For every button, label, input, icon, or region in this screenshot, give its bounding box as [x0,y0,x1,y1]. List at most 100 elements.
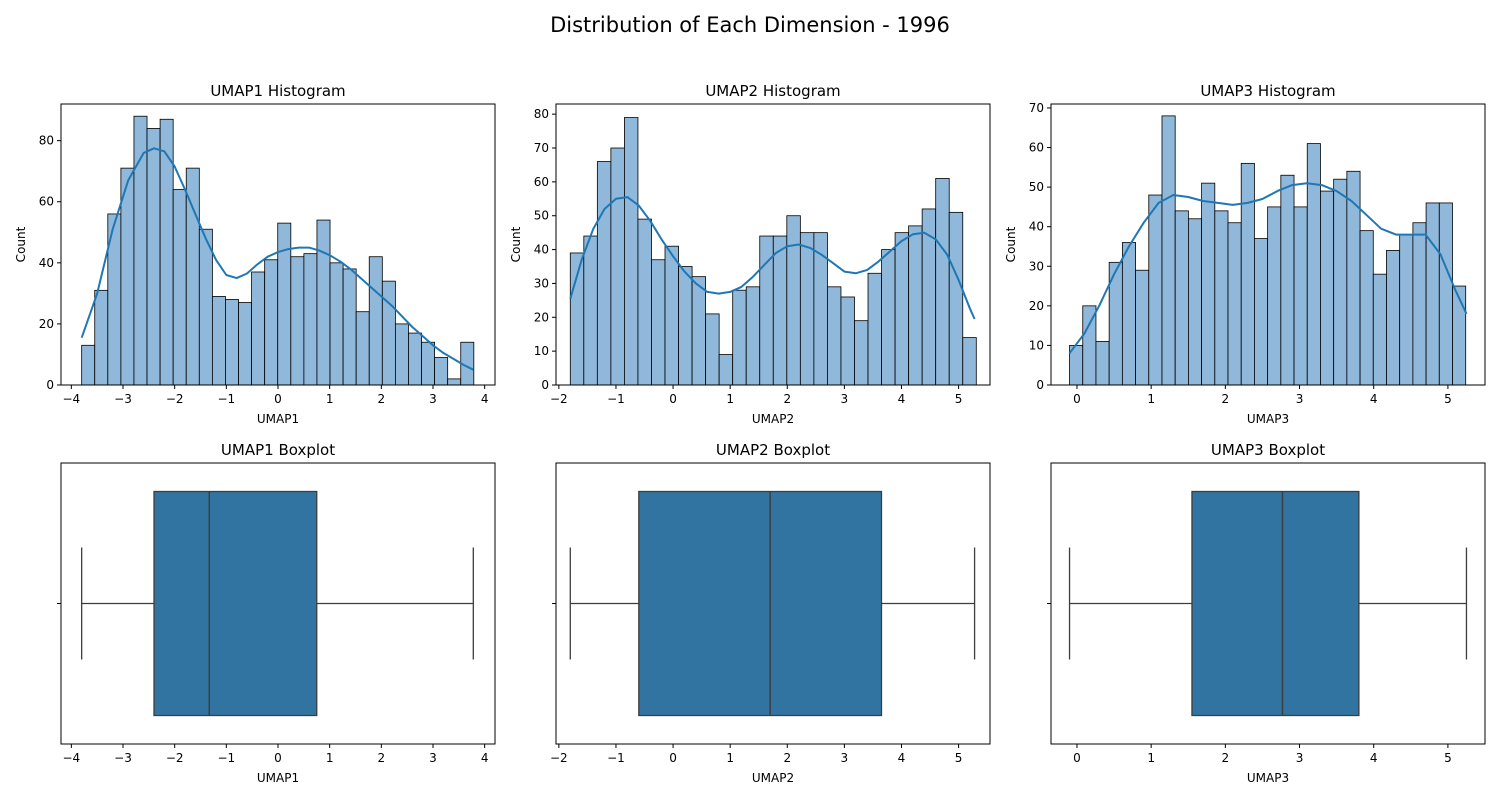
panel-3: UMAP3 Histogram 0 10 20 30 40 50 60 70 Count 0 1 2 3 4… [1004,82,1486,426]
panel-5: UMAP2 Boxplot −2 −1 0 1 2 3 4 5 UMAP2 [550,441,991,785]
x-tick-label: −2 [166,392,184,406]
figure-suptitle: Distribution of Each Dimension - 1996 [550,13,950,37]
histogram-bar [1135,269,1150,386]
histogram-bar [1280,174,1295,386]
histogram-bar [1214,210,1229,386]
x-axis-label: UMAP3 [1247,771,1289,785]
y-tick-label: 50 [534,209,549,223]
histogram-bar [159,118,174,386]
histogram-bar [691,276,707,386]
panel-1: UMAP1 Histogram 0 20 40 60 80 Count −4 −3 −2 −1 0 1 2… [14,82,496,426]
x-tick-label: 3 [1296,392,1304,406]
histogram-bar [827,286,842,386]
histogram-bar [894,232,910,386]
x-tick-label: 1 [726,392,734,406]
histogram-bar [434,357,449,386]
histogram-bar [1425,202,1440,386]
histogram-bar [935,178,950,386]
y-tick-label: 10 [1029,338,1044,352]
histogram-bar [1201,182,1216,386]
axes-frame [555,462,991,745]
x-tick-label: 3 [841,751,849,765]
histogram-bar [813,232,828,386]
histogram-bar [1359,230,1374,386]
y-tick-label: 60 [1029,141,1044,155]
x-tick-label: 0 [669,751,677,765]
x-tick-label: 4 [1370,751,1378,765]
histogram-bar [146,128,161,386]
x-tick-label: 1 [326,751,334,765]
histogram-bar [718,354,734,386]
histogram-bar [854,320,869,386]
y-axis-label: Count [14,226,28,262]
x-tick-label: −2 [550,392,568,406]
x-tick-label: 5 [955,392,963,406]
histogram-bar [133,115,148,386]
y-tick-label: 80 [534,107,549,121]
axes-frame [1050,462,1486,745]
y-tick-label: 10 [534,344,549,358]
histogram-bar [1227,222,1242,386]
histogram-bar [303,253,318,386]
x-tick-label: 1 [726,751,734,765]
panel-title: UMAP2 Boxplot [716,441,830,459]
histogram-bar [277,222,292,386]
histogram-bar [745,286,761,386]
x-axis-label: UMAP1 [257,412,299,426]
x-tick-label: 0 [669,392,677,406]
x-tick-label: 3 [429,392,437,406]
y-tick-label: 60 [534,175,549,189]
y-tick-label: 20 [534,310,549,324]
axes-frame [555,103,991,386]
x-tick-label: −3 [114,751,132,765]
histogram-bar [120,167,135,386]
histogram-bar [678,266,693,386]
x-tick-label: −1 [217,751,235,765]
histogram-bar [185,167,200,386]
y-tick-label: 40 [534,243,549,257]
histogram-bar [1121,242,1136,386]
histogram-bar [1267,206,1282,386]
histogram-bar [198,228,213,386]
y-tick-label: 70 [534,141,549,155]
histogram-bar [867,272,882,386]
box-iqr [153,490,318,717]
kde-line [80,147,474,371]
x-tick-label: −4 [62,392,80,406]
histogram-bar [1452,285,1467,386]
y-axis-label: Count [509,226,523,262]
x-tick-label: 0 [1073,392,1081,406]
panel-title: UMAP3 Histogram [1200,82,1335,100]
x-tick-label: 4 [481,392,489,406]
y-tick-label: 50 [1029,180,1044,194]
x-tick-label: 1 [1147,751,1155,765]
y-tick-label: 60 [39,195,54,209]
histogram-bar [1438,202,1453,386]
y-tick-label: 0 [1036,378,1044,392]
x-tick-label: 0 [274,392,282,406]
histogram-bar [238,302,252,386]
histogram-bar [1240,162,1255,386]
histogram-bar [225,299,239,386]
x-axis-label: UMAP2 [752,412,794,426]
histogram-bar [596,161,612,386]
x-tick-label: 1 [1147,392,1155,406]
panel-title: UMAP3 Boxplot [1211,441,1325,459]
histogram-bar [962,337,977,386]
x-tick-label: 5 [1444,392,1452,406]
y-tick-label: 20 [1029,299,1044,313]
histogram-bar [732,289,747,386]
histogram-bar [94,289,109,386]
x-axis-label: UMAP2 [752,771,794,785]
panel-title: UMAP1 Histogram [210,82,345,100]
histogram-bar [948,211,964,386]
histogram-bar [637,218,652,386]
histogram-bar [1306,143,1321,386]
histogram-bar [1095,341,1110,386]
histogram-bar [799,232,815,386]
y-tick-label: 20 [39,317,54,331]
x-axis-label: UMAP3 [1247,412,1289,426]
histogram-bar [251,271,266,386]
y-tick-label: 80 [39,134,54,148]
y-axis-label: Count [1004,226,1018,262]
